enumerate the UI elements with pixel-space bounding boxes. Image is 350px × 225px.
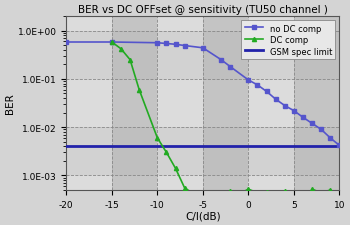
Bar	[203, 17, 248, 190]
DC comp	[283, 190, 287, 192]
DC comp	[256, 191, 260, 194]
DC comp	[201, 198, 205, 201]
no DC comp	[283, 105, 287, 108]
DC comp	[210, 191, 214, 194]
DC comp	[155, 137, 160, 140]
DC comp	[228, 190, 232, 192]
DC comp	[219, 194, 223, 196]
no DC comp	[310, 122, 314, 125]
Bar	[66, 176, 340, 190]
no DC comp	[155, 42, 160, 45]
DC comp	[137, 89, 141, 92]
no DC comp	[319, 128, 323, 131]
no DC comp	[337, 144, 342, 147]
Legend: no DC comp, DC comp, GSM spec limit: no DC comp, DC comp, GSM spec limit	[241, 21, 335, 60]
DC comp	[319, 191, 323, 194]
no DC comp	[201, 47, 205, 50]
GSM spec limit	[256, 145, 260, 148]
no DC comp	[164, 43, 169, 46]
Bar	[66, 17, 112, 190]
DC comp	[301, 201, 305, 204]
Bar	[66, 17, 340, 32]
no DC comp	[274, 98, 278, 101]
Line: DC comp: DC comp	[110, 41, 342, 204]
no DC comp	[256, 84, 260, 87]
Line: no DC comp: no DC comp	[64, 41, 341, 148]
Bar	[158, 17, 203, 190]
DC comp	[110, 41, 114, 44]
no DC comp	[292, 110, 296, 112]
no DC comp	[219, 59, 223, 62]
Title: BER vs DC OFFset @ sensitivity (TU50 channel ): BER vs DC OFFset @ sensitivity (TU50 cha…	[78, 5, 328, 15]
no DC comp	[301, 117, 305, 119]
DC comp	[164, 151, 169, 154]
X-axis label: C/I(dB): C/I(dB)	[185, 210, 221, 220]
DC comp	[237, 192, 241, 195]
DC comp	[128, 59, 132, 62]
DC comp	[292, 195, 296, 197]
Bar	[66, 79, 340, 128]
no DC comp	[246, 79, 251, 82]
DC comp	[337, 194, 342, 196]
DC comp	[174, 167, 178, 170]
no DC comp	[328, 137, 332, 140]
no DC comp	[64, 41, 69, 44]
no DC comp	[265, 91, 269, 93]
DC comp	[119, 48, 123, 51]
GSM spec limit	[246, 145, 251, 148]
DC comp	[183, 187, 187, 189]
Bar	[66, 128, 340, 176]
Bar	[294, 17, 340, 190]
no DC comp	[110, 41, 114, 44]
Bar	[112, 17, 158, 190]
no DC comp	[174, 44, 178, 46]
DC comp	[265, 191, 269, 193]
DC comp	[310, 188, 314, 191]
DC comp	[274, 192, 278, 195]
DC comp	[328, 189, 332, 191]
Bar	[66, 32, 340, 79]
no DC comp	[183, 45, 187, 48]
DC comp	[246, 188, 251, 191]
no DC comp	[228, 66, 232, 69]
Y-axis label: BER: BER	[5, 93, 15, 114]
Bar	[248, 17, 294, 190]
